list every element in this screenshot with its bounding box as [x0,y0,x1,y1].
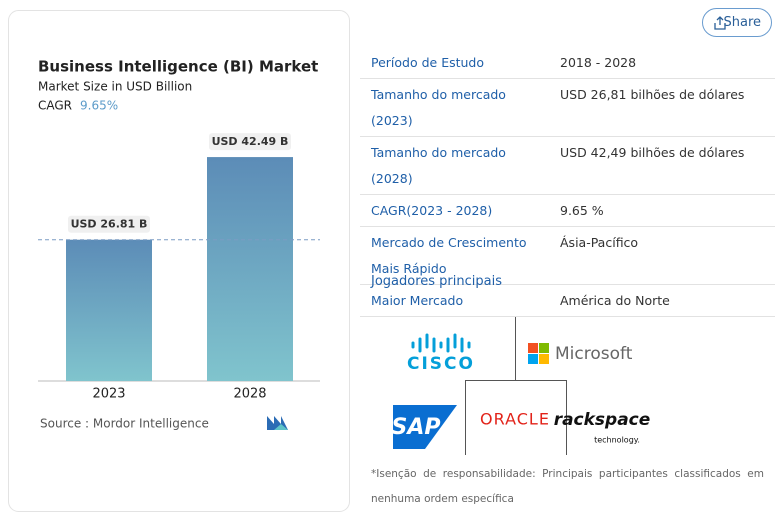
market-table: Período de Estudo 2018 - 2028 Tamanho do m… [360,47,775,317]
row-value: 9.65 % [538,194,775,227]
chart-title: Business Intelligence (BI) Market [38,58,318,76]
row-label: Tamanho do mercado (2028) [360,136,538,195]
mordor-logo [267,416,288,430]
share-label: Share [723,15,761,30]
logo-oracle: ORACLE [480,410,550,429]
row-label: Maior Mercado [360,284,538,317]
table-row: Tamanho do mercado (2023) USD 26,81 bilhõ… [360,78,775,137]
table-row: Período de Estudo 2018 - 2028 [360,47,775,79]
players-heading: Jogadores principais [371,274,502,289]
bar [66,239,152,381]
disclaimer: *Isenção de responsabilidade: Principais… [371,468,764,505]
x-tick-label: 2028 [233,387,266,402]
row-label: Período de Estudo [360,47,538,79]
logo-rackspace-sub: technology. [594,436,640,445]
row-value: 2018 - 2028 [538,47,775,79]
logo-sap: SAP [392,415,441,440]
cisco-mark [411,333,471,353]
table-row: Mercado de Crescimento Mais Rápido Ásia-P… [360,226,775,285]
logo-cisco: CISCO [407,354,475,374]
table-row: Tamanho do mercado (2028) USD 42,49 bilhõ… [360,136,775,195]
source: Source : Mordor Intelligence [40,417,209,431]
row-label: Mercado de Crescimento Mais Rápido [360,226,538,285]
logo-grid [465,317,567,455]
bar [207,157,293,381]
row-value: Ásia-Pacífico [538,226,775,285]
row-value: USD 42,49 bilhões de dólares [538,136,775,195]
share-icon [714,16,726,30]
value-label: USD 42.49 B [212,135,289,148]
share-button[interactable]: Share [702,8,772,37]
logo-rackspace: rackspace [554,410,651,430]
microsoft-mark [528,343,549,364]
chart-subtitle: Market Size in USD Billion [38,80,192,94]
cagr-label: CAGR [38,99,72,113]
row-label: CAGR(2023 - 2028) [360,194,538,227]
value-label: USD 26.81 B [71,218,148,231]
cagr-value: 9.65% [80,99,118,113]
logo-microsoft: Microsoft [555,344,633,364]
sap-mark [393,405,457,449]
table-row: Maior Mercado América do Norte [360,284,775,317]
row-value: América do Norte [538,284,775,317]
x-tick-label: 2023 [92,387,125,402]
table-row: CAGR(2023 - 2028) 9.65 % [360,194,775,227]
value-label-box [209,133,291,151]
value-label-box [68,215,150,233]
row-value: USD 26,81 bilhões de dólares [538,78,775,137]
row-label: Tamanho do mercado (2023) [360,78,538,137]
